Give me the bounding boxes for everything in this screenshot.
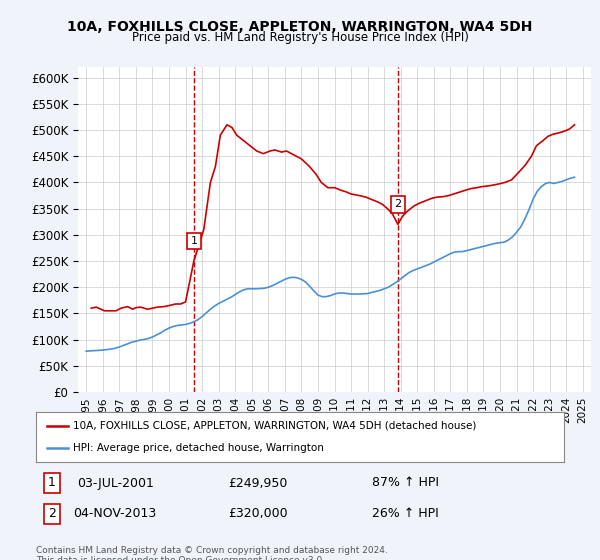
Text: 10A, FOXHILLS CLOSE, APPLETON, WARRINGTON, WA4 5DH: 10A, FOXHILLS CLOSE, APPLETON, WARRINGTO… <box>67 20 533 34</box>
Text: £249,950: £249,950 <box>228 477 287 489</box>
Text: 10A, FOXHILLS CLOSE, APPLETON, WARRINGTON, WA4 5DH (detached house): 10A, FOXHILLS CLOSE, APPLETON, WARRINGTO… <box>73 421 476 431</box>
Text: 2: 2 <box>394 199 401 209</box>
Text: 03-JUL-2001: 03-JUL-2001 <box>77 477 154 489</box>
Text: 87% ↑ HPI: 87% ↑ HPI <box>372 477 439 489</box>
Text: HPI: Average price, detached house, Warrington: HPI: Average price, detached house, Warr… <box>73 443 324 453</box>
Text: Price paid vs. HM Land Registry's House Price Index (HPI): Price paid vs. HM Land Registry's House … <box>131 31 469 44</box>
Text: 04-NOV-2013: 04-NOV-2013 <box>74 507 157 520</box>
Text: 26% ↑ HPI: 26% ↑ HPI <box>372 507 439 520</box>
Text: 1: 1 <box>190 236 197 246</box>
Text: 1: 1 <box>48 477 56 489</box>
Text: Contains HM Land Registry data © Crown copyright and database right 2024.
This d: Contains HM Land Registry data © Crown c… <box>36 546 388 560</box>
Text: £320,000: £320,000 <box>228 507 287 520</box>
Text: 2: 2 <box>48 507 56 520</box>
